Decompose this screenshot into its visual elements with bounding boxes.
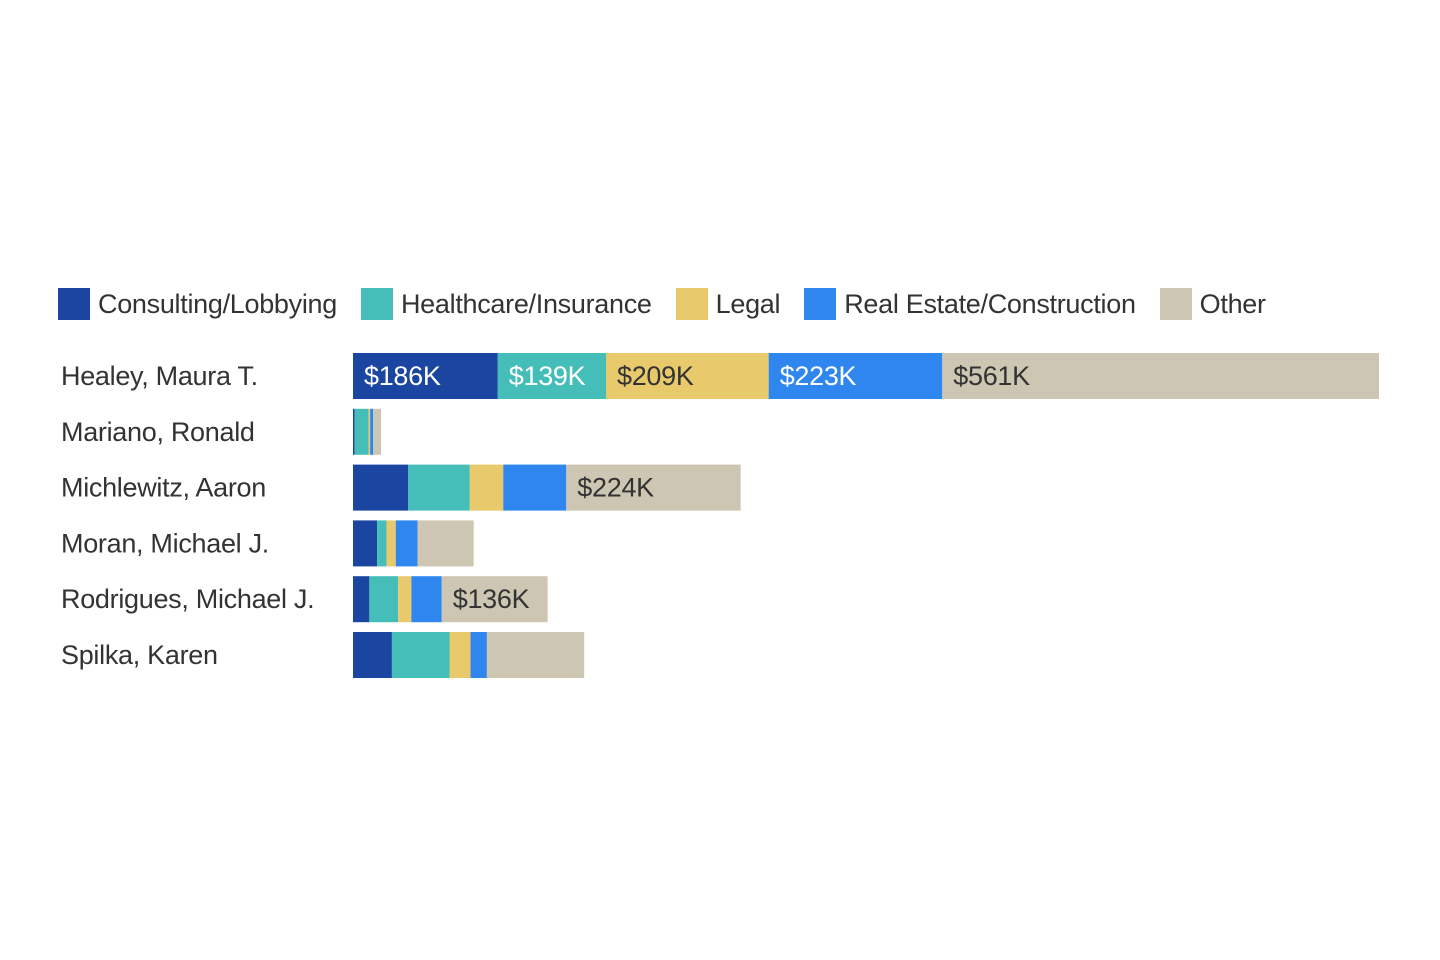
category-label: Spilka, Karen <box>61 640 218 670</box>
bar-row-michlewitz-aaron: Michlewitz, Aaron $224K <box>61 464 741 511</box>
data-label: $209K <box>617 361 694 391</box>
bar-segment-legal <box>449 632 471 678</box>
bar-segment-legal <box>606 353 769 399</box>
bar-row-rodrigues-michael-j: Rodrigues, Michael J. $136K <box>61 576 548 623</box>
bar-row-healey-maura-t: Healey, Maura T. $186K $139K $209K $223K $561… <box>61 353 1379 399</box>
bar-segment-healthcare-insurance <box>497 353 606 399</box>
bar-segment-legal <box>398 576 412 623</box>
bar-segment-real-estate-construction <box>768 353 943 399</box>
bar-segment-healthcare-insurance <box>408 464 470 511</box>
data-label: $136K <box>453 584 530 614</box>
bar-segment-other <box>942 353 1379 399</box>
bar-segment-consulting-lobbying <box>353 576 370 623</box>
legend-swatch-legal <box>675 288 708 320</box>
bar-segment-other <box>486 632 585 678</box>
category-label: Mariano, Ronald <box>61 417 255 447</box>
bar-segment-consulting-lobbying <box>353 520 378 567</box>
data-label: $186K <box>364 361 441 391</box>
bar-row-spilka-karen: Spilka, Karen <box>61 632 585 678</box>
legend-swatch-other <box>1159 288 1192 320</box>
bar-row-mariano-ronald: Mariano, Ronald <box>61 408 382 455</box>
legend-label-real-estate-construction: Real Estate/Construction <box>844 288 1136 319</box>
bar-segment-real-estate-construction <box>411 576 442 623</box>
category-label: Rodrigues, Michael J. <box>61 584 314 614</box>
bar-segment-real-estate-construction <box>370 408 374 455</box>
data-label: $223K <box>780 361 857 391</box>
legend-label-healthcare-insurance: Healthcare/Insurance <box>400 288 652 319</box>
bar-segment-real-estate-construction <box>395 520 418 567</box>
legend-item-healthcare-insurance: Healthcare/Insurance <box>360 288 652 320</box>
bar-segment-legal <box>368 408 371 455</box>
legend-item-other: Other <box>1159 288 1266 320</box>
bar-segment-other <box>373 408 382 455</box>
bar-segment-real-estate-construction <box>503 464 567 511</box>
legend-item-real-estate-construction: Real Estate/Construction <box>804 288 1136 320</box>
legend-label-consulting-lobbying: Consulting/Lobbying <box>98 288 337 319</box>
legend-label-legal: Legal <box>715 288 781 319</box>
bar-segment-real-estate-construction <box>470 632 487 678</box>
category-label: Michlewitz, Aaron <box>61 473 266 503</box>
bar-segment-consulting-lobbying <box>353 408 355 455</box>
bar-segment-legal <box>469 464 504 511</box>
data-label: $561K <box>953 361 1030 391</box>
bar-segment-healthcare-insurance <box>369 576 399 623</box>
category-label: Moran, Michael J. <box>61 528 269 558</box>
bar-segment-consulting-lobbying <box>353 632 392 678</box>
bar-segment-other <box>417 520 474 567</box>
chart-legend: Consulting/Lobbying Healthcare/Insurance L… <box>58 286 1290 322</box>
bar-segment-other <box>441 576 548 623</box>
legend-swatch-consulting-lobbying <box>58 288 90 320</box>
legend-label-other: Other <box>1199 288 1266 319</box>
bar-segment-healthcare-insurance <box>391 632 450 678</box>
data-label: $224K <box>577 473 654 503</box>
legend-item-consulting-lobbying: Consulting/Lobbying <box>58 288 337 320</box>
data-label: $139K <box>509 361 586 391</box>
bar-row-moran-michael-j: Moran, Michael J. <box>61 520 474 567</box>
bar-segment-legal <box>386 520 396 567</box>
bar-segment-consulting-lobbying <box>353 464 409 511</box>
bar-segment-healthcare-insurance <box>377 520 387 567</box>
bar-segment-other <box>566 464 741 511</box>
legend-swatch-real-estate-construction <box>804 288 837 320</box>
legend-item-legal: Legal <box>675 288 781 320</box>
legend-swatch-healthcare-insurance <box>360 288 393 320</box>
bar-segment-healthcare-insurance <box>354 408 369 455</box>
category-label: Healey, Maura T. <box>61 361 258 391</box>
bar-segment-consulting-lobbying <box>353 353 498 399</box>
